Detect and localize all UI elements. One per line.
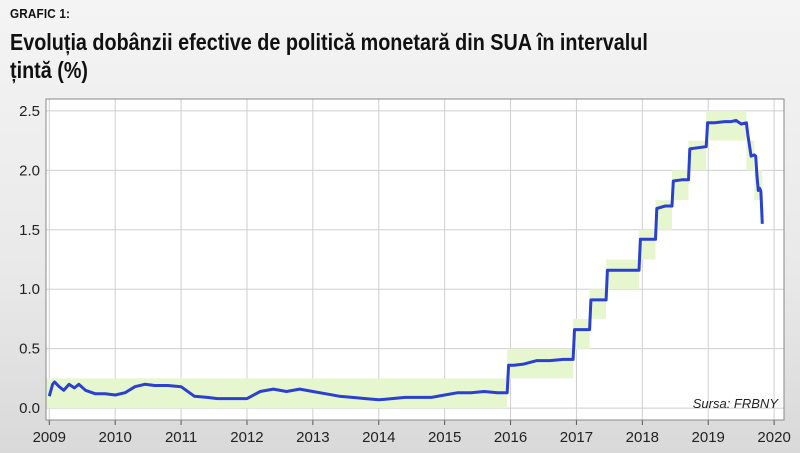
y-tick-label: 0.0 — [19, 400, 40, 417]
x-tick-label: 2012 — [230, 429, 263, 446]
target-range-band — [46, 110, 763, 409]
y-tick-label: 2.5 — [19, 103, 40, 120]
y-tick-label: 2.0 — [19, 162, 40, 179]
x-tick-label: 2010 — [99, 429, 132, 446]
x-tick-label: 2016 — [494, 429, 527, 446]
plot-border — [45, 98, 785, 421]
x-tick-label: 2015 — [428, 429, 461, 446]
source-note: Sursa: FRBNY — [693, 396, 780, 411]
x-tick-label: 2019 — [692, 429, 725, 446]
x-tick-label: 2020 — [757, 429, 790, 446]
x-tick-label: 2009 — [33, 429, 66, 446]
plot-background — [46, 99, 784, 420]
x-tick-label: 2013 — [296, 429, 329, 446]
x-tick-label: 2017 — [560, 429, 593, 446]
grid-lines — [46, 99, 784, 420]
y-tick-label: 0.5 — [19, 341, 40, 358]
chart-title: Evoluția dobânzii efective de politică m… — [10, 29, 648, 83]
x-tick-label: 2018 — [626, 429, 659, 446]
y-tick-label: 1.5 — [19, 222, 40, 239]
x-tick-label: 2011 — [165, 429, 197, 446]
series-line — [47, 118, 764, 402]
axes: 0.0 0.5 1.0 1.5 2.0 2.5 2009 2010 2011 2012 2013 20… — [19, 98, 791, 446]
y-tick-label: 1.0 — [19, 281, 40, 298]
chart-label: GRAFIC 1: — [10, 6, 71, 21]
x-tick-label: 2014 — [362, 429, 395, 446]
